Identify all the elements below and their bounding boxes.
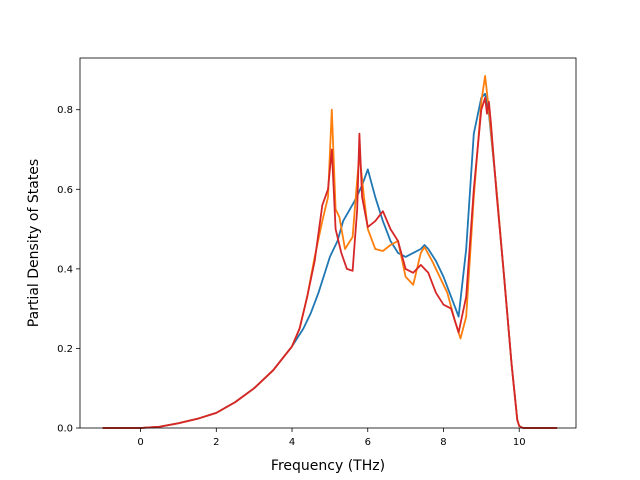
y-axis-title: Partial Density of States (26, 159, 42, 327)
series-line-3 (102, 96, 558, 429)
plot-frame (79, 57, 577, 429)
x-tick-label: 0 (137, 437, 143, 448)
y-axis: 0.0 0.2 0.4 0.6 0.8 (57, 105, 80, 435)
y-tick-label: 0.6 (57, 185, 73, 196)
x-tick-label: 4 (289, 437, 295, 448)
x-tick-label: 6 (365, 437, 371, 448)
x-axis-title: Frequency (THz) (271, 458, 385, 474)
y-tick-label: 0.0 (57, 424, 73, 435)
y-tick-label: 0.2 (57, 344, 73, 355)
x-tick-label: 10 (513, 437, 526, 448)
y-tick-label: 0.4 (57, 264, 73, 275)
series-layer (102, 75, 558, 429)
x-axis: 0 2 4 6 8 10 (137, 428, 526, 448)
y-tick-label: 0.8 (57, 105, 73, 116)
x-tick-label: 2 (213, 437, 219, 448)
x-tick-label: 8 (440, 437, 446, 448)
